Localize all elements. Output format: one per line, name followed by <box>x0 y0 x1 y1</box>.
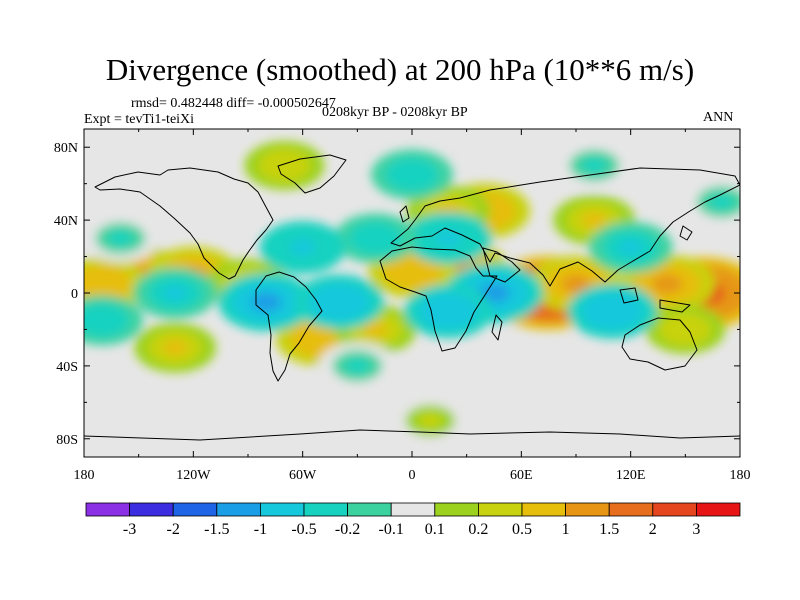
coast-greenland <box>277 154 347 194</box>
colorbar-label: 1 <box>562 521 570 538</box>
field-core <box>710 194 734 209</box>
field-core <box>88 275 116 293</box>
field-core <box>363 321 388 338</box>
coast-australia <box>621 317 698 371</box>
field-core <box>162 340 188 356</box>
coastlines <box>84 154 740 441</box>
field-core <box>346 358 369 373</box>
chart-title: Divergence (smoothed) at 200 hPa (10**6 … <box>105 52 695 87</box>
x-tick-label: 0 <box>409 468 416 483</box>
x-tick-label: 60E <box>510 468 533 483</box>
colorbar-label: -0.5 <box>291 521 316 538</box>
colorbar-label: -2 <box>167 521 180 538</box>
x-tick-label: 120W <box>176 468 211 483</box>
coast-japan <box>679 225 693 241</box>
colorbar-swatch <box>172 502 218 517</box>
colorbar-swatch <box>129 502 174 517</box>
field-core <box>618 239 644 256</box>
field-core <box>582 212 607 228</box>
field-core <box>598 302 627 320</box>
field-core <box>399 166 425 183</box>
coast-north-america <box>94 167 274 280</box>
field-core <box>434 302 462 320</box>
divergence-field <box>84 141 740 445</box>
colorbar: -3 -2 -1.5 -1 -0.5 -0.2 -0.1 0.1 0.2 0.5 1 1.5 2 3 <box>85 502 741 538</box>
colorbar-swatch <box>565 502 610 517</box>
field-core <box>363 230 388 246</box>
colorbar-label: 0.5 <box>512 521 532 538</box>
x-tick-label: 180 <box>730 468 751 483</box>
colorbar-swatch <box>303 502 348 517</box>
colorbar-swatch <box>696 502 741 517</box>
colorbar-label: 1.5 <box>599 521 619 538</box>
field-core <box>289 239 316 256</box>
colorbar-label: -3 <box>123 521 136 538</box>
field-core <box>673 322 698 337</box>
coast-uk <box>399 205 410 223</box>
coast-south-america <box>255 271 323 382</box>
x-tick-label: 180 <box>74 468 95 483</box>
y-tick-label: 40S <box>56 360 78 375</box>
y-tick-label: 0 <box>71 287 78 302</box>
colorbar-swatch <box>85 502 130 517</box>
colorbar-swatch <box>347 502 392 517</box>
experiment-label: Expt = tevTi1-teiXi <box>84 112 195 127</box>
field-core <box>306 329 335 348</box>
field-core <box>561 274 591 293</box>
colorbar-label: -0.2 <box>335 521 360 538</box>
colorbar-label: 3 <box>692 521 700 538</box>
x-tick-label: 120E <box>616 468 646 483</box>
colorbar-label: -0.1 <box>379 521 404 538</box>
colorbar-label: 0.1 <box>425 521 445 538</box>
colorbar-swatch <box>216 502 261 517</box>
y-tick-label: 80N <box>54 141 78 156</box>
coast-arabia <box>482 247 521 283</box>
colorbar-label: 0.2 <box>468 521 488 538</box>
map-axes: 180 120W 60W 0 60E 120E 180 80N 40N 0 40S 80S <box>54 129 751 483</box>
coast-madagascar <box>491 314 503 341</box>
coast-eurasia <box>390 167 740 287</box>
x-tick-label: 60W <box>289 468 317 483</box>
stats-text: rmsd= 0.482448 diff= -0.000502647 <box>131 96 336 111</box>
coast-new-guinea <box>659 299 691 313</box>
y-tick-label: 40N <box>54 214 78 229</box>
colorbar-swatch <box>390 502 436 517</box>
field-core <box>582 158 606 173</box>
field-core <box>435 230 462 247</box>
colorbar-swatch <box>608 502 654 517</box>
field-core <box>272 158 297 173</box>
field-core <box>651 274 683 294</box>
colorbar-label: 2 <box>649 521 657 538</box>
period-label: 0208kyr BP - 0208kyr BP <box>322 105 468 120</box>
colorbar-swatch <box>652 502 697 517</box>
coast-africa <box>379 246 498 352</box>
colorbar-swatch <box>521 502 566 517</box>
field-core <box>162 285 188 301</box>
colorbar-label: -1 <box>254 521 267 538</box>
field-core <box>109 231 132 246</box>
field-core <box>418 413 442 428</box>
season-label: ANN <box>703 110 734 125</box>
colorbar-swatch <box>477 502 523 517</box>
y-tick-label: 80S <box>56 433 78 448</box>
colorbar-swatch <box>259 502 305 517</box>
field-core <box>398 262 426 280</box>
colorbar-swatch <box>434 502 479 517</box>
field-core <box>325 293 354 311</box>
field-core <box>90 312 115 328</box>
coast-antarctica <box>84 429 740 441</box>
coast-borneo <box>619 287 639 304</box>
colorbar-label: -1.5 <box>204 521 229 538</box>
